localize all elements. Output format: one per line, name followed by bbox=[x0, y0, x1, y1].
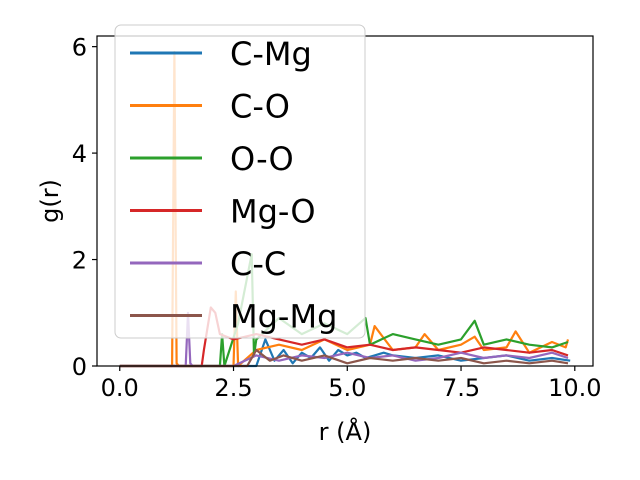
legend-label-c-mg: C-Mg bbox=[230, 35, 312, 73]
legend: C-Mg C-O O-O Mg-O C-C Mg-Mg bbox=[114, 24, 366, 339]
series-line-mg-mg bbox=[119, 348, 569, 368]
y-tick-label: 0 bbox=[72, 353, 87, 381]
x-tick-label: 2.5 bbox=[214, 374, 252, 402]
x-tick-label: 10.0 bbox=[548, 374, 601, 402]
legend-label-c-c: C-C bbox=[230, 245, 286, 283]
y-axis-label: g(r) bbox=[36, 179, 64, 223]
x-axis-label: r (Å) bbox=[319, 417, 372, 446]
legend-label-o-o: O-O bbox=[230, 140, 294, 178]
legend-label-c-o: C-O bbox=[230, 88, 290, 126]
legend-label-mg-mg: Mg-Mg bbox=[230, 298, 337, 336]
ticks-layer: 0.0 2.5 5.0 7.5 10.0 0 2 4 6 bbox=[72, 34, 602, 402]
y-tick-label: 2 bbox=[72, 247, 87, 275]
x-tick-label: 7.5 bbox=[442, 374, 480, 402]
legend-label-mg-o: Mg-O bbox=[230, 193, 316, 231]
x-tick-label: 5.0 bbox=[328, 374, 366, 402]
y-tick-label: 4 bbox=[72, 140, 87, 168]
legend-box bbox=[114, 24, 366, 339]
x-tick-label: 0.0 bbox=[101, 374, 139, 402]
series-line-c-c bbox=[119, 311, 569, 368]
y-tick-label: 6 bbox=[72, 34, 87, 62]
